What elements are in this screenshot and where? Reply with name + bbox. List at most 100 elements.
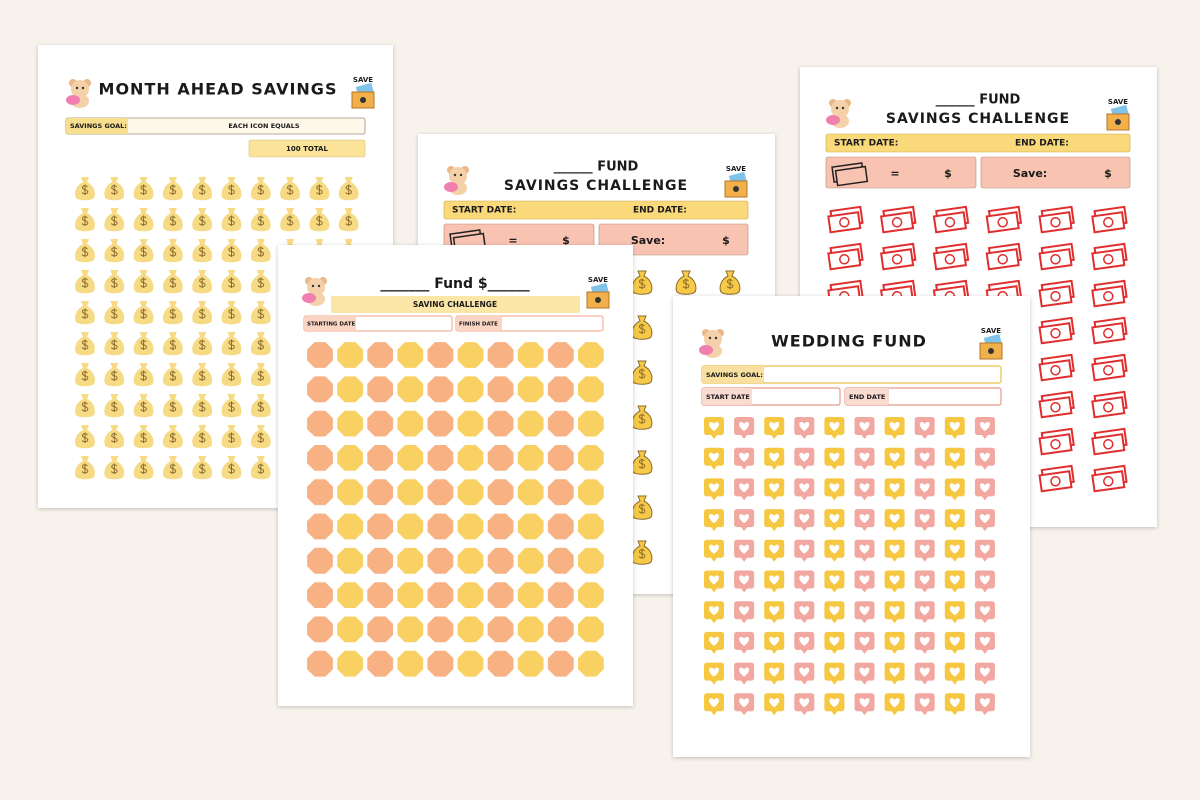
money-bag-icon bbox=[250, 270, 271, 294]
heart-bubble-icon bbox=[944, 570, 965, 593]
heart-bubble-icon bbox=[764, 478, 785, 501]
label: Save: bbox=[1013, 167, 1047, 180]
heart bbox=[979, 575, 990, 585]
money-bag-icon bbox=[75, 301, 95, 325]
money-bag-icon bbox=[104, 208, 125, 232]
dollar bbox=[169, 246, 177, 257]
money-bag-icon bbox=[163, 456, 183, 480]
dollar bbox=[257, 339, 265, 350]
heart bbox=[949, 667, 960, 677]
money-bag-icon bbox=[192, 270, 213, 294]
heart bbox=[889, 698, 900, 708]
money-bag-icon bbox=[250, 239, 271, 263]
coin-icon bbox=[337, 650, 363, 677]
heart bbox=[769, 452, 780, 462]
money-bag-icon bbox=[163, 363, 183, 387]
money-bag-icon bbox=[133, 301, 154, 325]
heart bbox=[949, 483, 960, 493]
dollar bbox=[316, 184, 323, 195]
heart-bubble-icon bbox=[824, 693, 845, 716]
goal-label-cell bbox=[66, 118, 128, 134]
heart bbox=[859, 544, 870, 554]
coin-icon bbox=[487, 410, 514, 437]
heart-bubble-icon bbox=[794, 539, 815, 562]
heart bbox=[859, 667, 870, 677]
piggy bbox=[826, 115, 840, 125]
date-label-cell bbox=[456, 316, 502, 331]
coin-icon bbox=[337, 410, 363, 437]
heart-bubble-icon bbox=[734, 539, 755, 562]
bill-seal bbox=[1050, 328, 1061, 339]
heart bbox=[709, 483, 719, 493]
money-bag-icon bbox=[631, 540, 653, 565]
dollar bbox=[228, 432, 235, 443]
coin-icon bbox=[517, 616, 544, 643]
subtitle-bar bbox=[331, 296, 580, 313]
money-bag-icon bbox=[104, 425, 125, 449]
label: $ bbox=[722, 234, 730, 247]
dollar bbox=[140, 246, 147, 257]
badge-label: SAVE bbox=[1108, 98, 1128, 106]
heart bbox=[949, 452, 960, 462]
heart-bubble-icon bbox=[854, 631, 875, 654]
heart-bubble-icon bbox=[734, 478, 755, 501]
heart-bubble-icon bbox=[734, 631, 755, 654]
dollar bbox=[198, 432, 206, 443]
dollar bbox=[228, 277, 235, 288]
coin-icon bbox=[367, 479, 394, 506]
cash-icon bbox=[1038, 279, 1075, 308]
heart-bubble-icon bbox=[914, 447, 935, 470]
cash-icon bbox=[1091, 316, 1128, 345]
coin-icon bbox=[487, 616, 514, 643]
heart bbox=[799, 698, 810, 708]
cash-outline-icon bbox=[831, 162, 869, 187]
money-bag-icon bbox=[104, 394, 125, 418]
heart-bubble-icon bbox=[734, 601, 755, 624]
money-bag-icon bbox=[163, 332, 183, 356]
money-bag-icon bbox=[104, 332, 125, 356]
date-label-cell bbox=[304, 316, 356, 331]
dollar bbox=[110, 370, 118, 381]
bill bbox=[1091, 396, 1126, 419]
bill bbox=[1091, 285, 1126, 308]
heart-bubble-icon bbox=[854, 478, 875, 501]
coin-icon bbox=[337, 445, 363, 471]
coin-icon bbox=[337, 513, 363, 540]
dollar bbox=[257, 246, 265, 257]
heart bbox=[829, 514, 840, 524]
coin-icon bbox=[457, 376, 484, 403]
dollar bbox=[638, 503, 646, 514]
dollar bbox=[110, 246, 118, 257]
heart bbox=[709, 606, 719, 616]
face bbox=[988, 348, 994, 354]
heart-bubble-icon bbox=[704, 601, 724, 624]
coin-icon bbox=[457, 616, 484, 643]
heart-bubble-icon bbox=[824, 478, 845, 501]
heart bbox=[889, 667, 900, 677]
bill-seal bbox=[944, 254, 956, 265]
heart-bubble-icon bbox=[704, 693, 724, 716]
heart bbox=[889, 575, 900, 585]
heart bbox=[979, 422, 990, 431]
heart bbox=[979, 636, 990, 646]
heart-bubble-icon bbox=[704, 662, 724, 685]
heart-bubble-icon bbox=[794, 693, 815, 716]
bear-icon bbox=[826, 99, 851, 128]
bill bbox=[880, 211, 915, 234]
money-bag-icon bbox=[280, 177, 300, 201]
bill-seal bbox=[1103, 439, 1114, 450]
heart bbox=[799, 422, 810, 431]
dollar bbox=[81, 432, 89, 443]
coin-icon bbox=[307, 479, 333, 506]
heart-bubble-icon bbox=[884, 447, 905, 470]
heart-bubble-icon bbox=[974, 539, 995, 562]
heart-bubble-icon bbox=[974, 447, 995, 470]
badge-label: SAVE bbox=[981, 327, 1001, 335]
coin-icon bbox=[457, 582, 484, 608]
money-bag-icon bbox=[280, 208, 300, 232]
money-bag-icon bbox=[192, 239, 213, 263]
dollar bbox=[110, 432, 118, 443]
money-bag-icon bbox=[133, 332, 154, 356]
save-box-icon: SAVE bbox=[724, 165, 748, 198]
heart-bubble-icon bbox=[944, 539, 965, 562]
